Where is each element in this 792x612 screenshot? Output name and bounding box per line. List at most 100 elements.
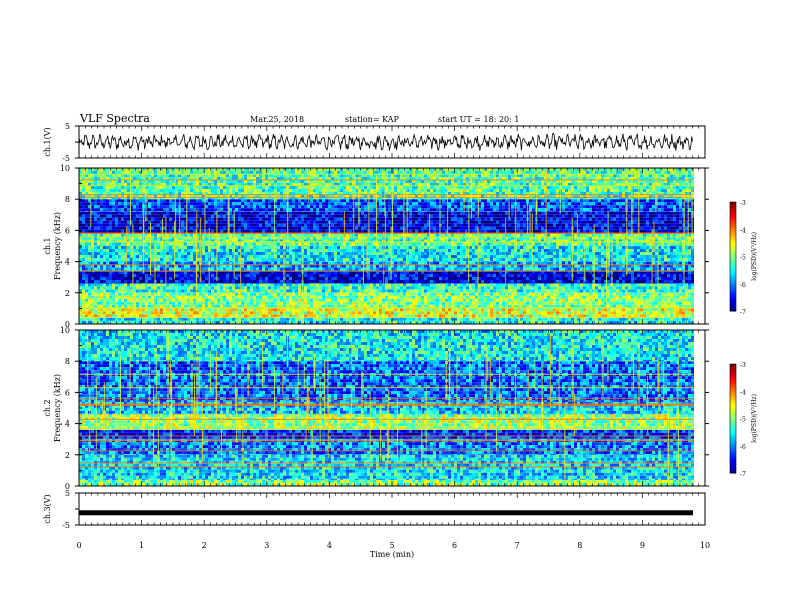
spectrogram-cell xyxy=(691,311,694,314)
spectrogram-cell xyxy=(334,299,337,302)
spectrogram-cell xyxy=(658,321,661,324)
spectrogram-cell xyxy=(280,318,283,321)
spectrogram-cell xyxy=(247,286,250,289)
spectrogram-cell xyxy=(508,321,511,324)
spectrogram-cell xyxy=(298,283,301,284)
spectrogram-cell xyxy=(685,299,688,302)
spectrogram-cell xyxy=(313,311,316,314)
spectrogram-cell xyxy=(688,283,691,286)
spectrogram-cell xyxy=(376,277,379,280)
spectrogram-cell xyxy=(259,286,262,289)
spectrogram-cell xyxy=(265,274,268,277)
spectrogram-cell xyxy=(166,314,169,317)
spectrogram-cell xyxy=(298,280,301,283)
spectrogram-cell xyxy=(226,299,229,302)
spectrogram-cell xyxy=(121,293,124,296)
spectrogram-cell xyxy=(175,311,178,314)
spectrogram-cell xyxy=(307,274,310,277)
spectrogram-cell xyxy=(280,289,283,292)
spectrogram-cell xyxy=(649,280,652,283)
spectrogram-cell xyxy=(487,283,490,284)
spectrogram-cell xyxy=(433,318,436,321)
spectrogram-cell xyxy=(121,314,124,317)
spectrogram-cell xyxy=(262,314,265,317)
spectrogram-cell xyxy=(124,277,127,280)
spectrogram-cell xyxy=(553,283,556,284)
spectrogram-cell xyxy=(316,308,319,311)
spectrogram-cell xyxy=(469,311,472,314)
spectrogram-cell xyxy=(682,299,685,302)
spectrogram-cell xyxy=(478,311,481,314)
spectrogram-cell xyxy=(322,277,325,280)
spectrogram-cell xyxy=(148,289,151,292)
spectrogram-cell xyxy=(211,268,214,271)
spectrogram-cell xyxy=(346,286,349,289)
spectrogram-cell xyxy=(124,283,127,284)
spectrogram-cell xyxy=(394,299,397,302)
spectrogram-cell xyxy=(205,286,208,289)
spectrogram-cell xyxy=(538,299,541,302)
spectrogram-cell xyxy=(364,302,367,305)
spectrogram-cell xyxy=(223,283,226,284)
spectrogram-cell xyxy=(526,293,529,296)
spectrogram-cell xyxy=(439,293,442,296)
spectrogram-cell xyxy=(508,274,511,277)
spectrogram-cell xyxy=(415,283,418,284)
spectrogram-cell xyxy=(520,321,523,324)
spectrogram-cell xyxy=(379,308,382,311)
spectrogram-cell xyxy=(229,262,232,265)
spectrogram-cell xyxy=(193,286,196,289)
spectrogram-cell xyxy=(514,314,517,317)
spectrogram-cell xyxy=(655,299,658,302)
spectrogram-cell xyxy=(247,296,250,299)
spectrogram-cell xyxy=(175,314,178,317)
spectrogram-cell xyxy=(607,318,610,321)
spectrogram-cell xyxy=(88,274,91,277)
spectrogram-cell xyxy=(400,318,403,321)
spectrogram-cell xyxy=(148,286,151,289)
spectrogram-cell xyxy=(115,299,118,302)
spectrogram-cell xyxy=(157,296,160,299)
spectrogram-cell xyxy=(235,302,238,305)
spectrogram-cell xyxy=(466,293,469,296)
spectrogram-cell xyxy=(166,299,169,302)
spectrogram-cell xyxy=(127,283,130,284)
spectrogram-cell xyxy=(577,280,580,283)
spectrogram-cell xyxy=(181,321,184,324)
spectrogram-cell xyxy=(211,280,214,283)
spectrogram-cell xyxy=(220,262,223,265)
spectrogram-cell xyxy=(334,289,337,292)
spectrogram-cell xyxy=(136,308,139,311)
spectrogram-cell xyxy=(691,283,694,286)
spectrogram-cell xyxy=(274,280,277,283)
spectrogram-cell xyxy=(109,280,112,283)
spectrogram-cell xyxy=(340,262,343,265)
spectrogram-cell xyxy=(433,277,436,280)
spectrogram-cell xyxy=(421,308,424,311)
spectrogram-cell xyxy=(274,314,277,317)
spectrogram-cell xyxy=(157,321,160,324)
spectrogram-cell xyxy=(256,318,259,321)
spectrogram-cell xyxy=(691,308,694,311)
spectrogram-cell xyxy=(253,286,256,289)
spectrogram-cell xyxy=(337,321,340,324)
spectrogram-cell xyxy=(508,296,511,299)
spectrogram-cell xyxy=(520,283,523,284)
spectrogram-cell xyxy=(634,289,637,292)
spectrogram-cell xyxy=(550,286,553,289)
spectrogram-cell xyxy=(583,293,586,296)
spectrogram-cell xyxy=(475,289,478,292)
spectrogram-cell xyxy=(109,262,112,265)
spectrogram-cell xyxy=(547,314,550,317)
spectrogram-cell xyxy=(241,262,244,265)
spectrogram-cell xyxy=(541,296,544,299)
spectrogram-cell xyxy=(142,283,145,284)
spectrogram-cell xyxy=(100,321,103,324)
spectrogram-cell xyxy=(112,268,115,271)
spectrogram-cell xyxy=(184,262,187,265)
spectrogram-cell xyxy=(340,302,343,305)
spectrogram-cell xyxy=(184,318,187,321)
spectrogram-cell xyxy=(100,289,103,292)
spectrogram-cell xyxy=(199,286,202,289)
spectrogram-cell xyxy=(460,283,463,284)
